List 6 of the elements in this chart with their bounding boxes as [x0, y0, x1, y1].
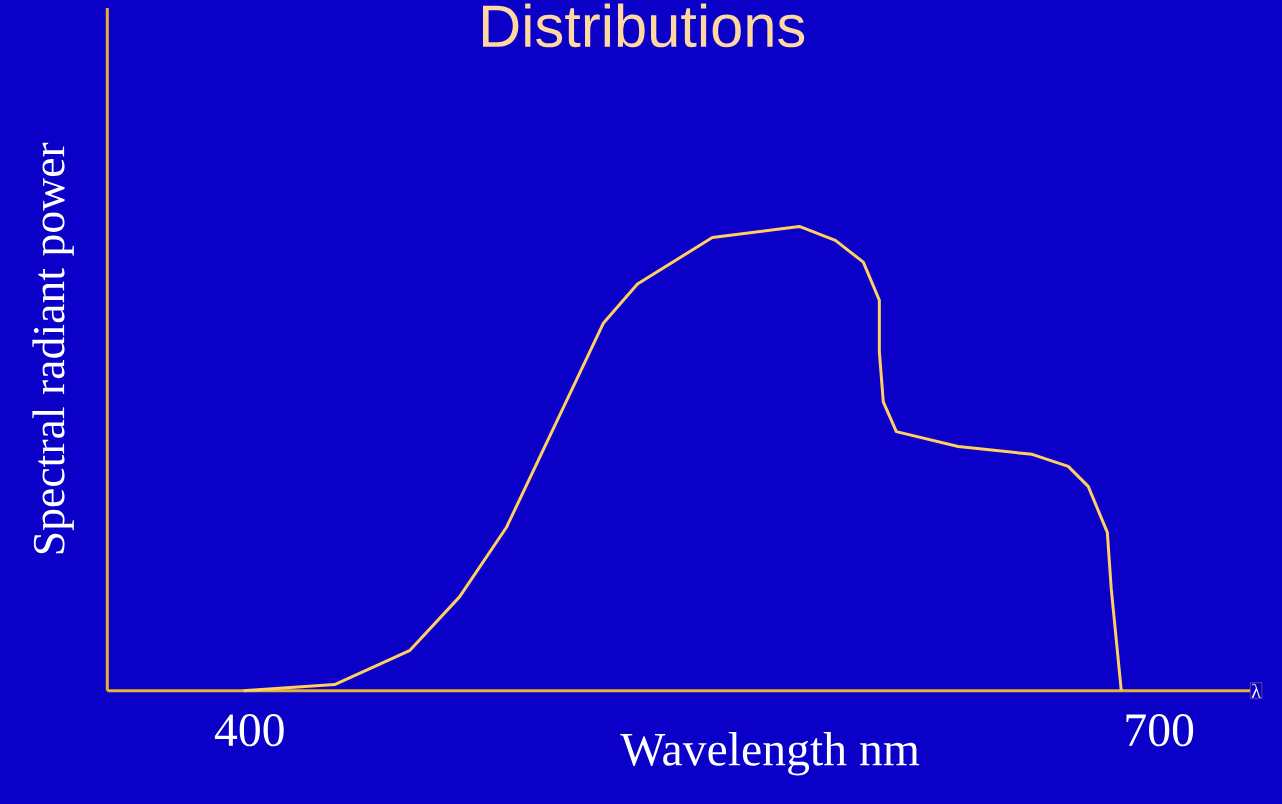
x-tick-label: 700 [1126, 713, 1194, 747]
text: λ [1251, 683, 1261, 698]
chart-title: Distributions [483, 3, 805, 48]
x-tick-label: 400 [214, 713, 284, 747]
y-axis-title: Spectral radiant power [32, 142, 74, 554]
x-axis-title: Wavelength nm [620, 731, 920, 776]
